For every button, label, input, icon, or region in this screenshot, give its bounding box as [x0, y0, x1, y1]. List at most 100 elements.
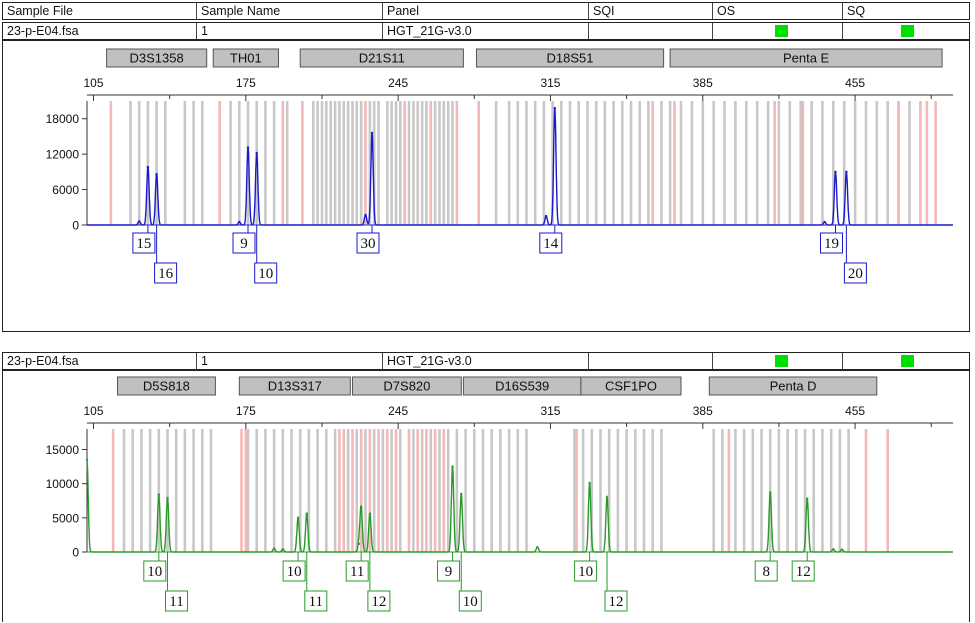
bin-gray — [338, 101, 341, 225]
bin-pink — [673, 101, 676, 225]
bin-pink — [240, 429, 243, 552]
panel-1-sample-row[interactable]: 23-p-E04.fsa 1 HGT_21G-v3.0 — [2, 22, 970, 40]
bin-gray — [551, 101, 554, 225]
bin-gray — [599, 429, 602, 552]
bin-pink — [897, 101, 900, 225]
allele-box — [437, 560, 460, 582]
bin-gray — [634, 429, 637, 552]
bin-gray — [586, 101, 589, 225]
allele-box — [143, 560, 167, 582]
bin-gray — [612, 101, 615, 225]
column-sample-file[interactable]: Sample File — [3, 3, 197, 19]
panel-1-chart[interactable]: D3S1358 TH01 D21S11 D18S51 Penta E 105 175 245 3… — [3, 41, 969, 331]
bin-gray — [838, 429, 842, 552]
x-tick-label: 175 — [236, 76, 256, 90]
locus-box — [580, 376, 682, 396]
allele-label: 9 — [445, 564, 453, 580]
allele-label: 30 — [361, 236, 376, 252]
bin-gray — [157, 429, 161, 552]
sqi-value — [589, 353, 713, 369]
bin-gray — [355, 101, 359, 225]
locus-box — [299, 48, 464, 68]
bin-pink — [111, 429, 115, 552]
bin-pink — [925, 101, 929, 225]
bin-pink — [442, 429, 446, 552]
allele-label: 10 — [463, 594, 478, 610]
bin-gray — [701, 101, 705, 225]
panel-2-sample-row[interactable]: 23-p-E04.fsa 1 HGT_21G-v3.0 — [2, 352, 970, 370]
bin-gray — [372, 429, 376, 552]
allele-label: 12 — [371, 594, 386, 610]
bin-gray — [399, 101, 402, 225]
sample-name-value: 1 — [197, 23, 383, 39]
bin-gray — [810, 101, 813, 225]
bin-gray — [298, 429, 302, 552]
panel-2-chart[interactable]: D5S818 D13S317 D7S820 D16S539 CSF1PO Penta D 1… — [3, 371, 969, 623]
allele-label: 10 — [258, 266, 273, 282]
bin-gray — [272, 429, 276, 552]
bin-gray — [577, 101, 580, 225]
bin-pink — [394, 429, 398, 552]
bin-gray — [766, 101, 770, 225]
peak-apex — [360, 506, 363, 509]
allele-box — [604, 590, 628, 612]
column-sample-name[interactable]: Sample Name — [197, 3, 383, 19]
bin-gray — [446, 101, 450, 225]
locus-box — [106, 48, 208, 68]
bin-pink — [368, 429, 372, 552]
bin-gray — [183, 429, 187, 552]
bin-gray — [166, 429, 169, 552]
column-sq[interactable]: SQ — [847, 4, 866, 18]
bin-gray — [568, 101, 572, 225]
sq-cell — [843, 353, 969, 369]
bin-gray — [329, 101, 332, 225]
bin-gray — [464, 429, 467, 552]
peak-apex — [364, 213, 367, 217]
column-os[interactable]: OS — [713, 3, 843, 19]
locus-label: Penta D — [770, 379, 817, 394]
bin-pink — [575, 429, 578, 552]
bin-gray — [192, 429, 195, 552]
column-sqi[interactable]: SQI — [589, 3, 713, 19]
bin-gray — [803, 429, 807, 552]
column-panel[interactable]: Panel — [383, 3, 589, 19]
bin-gray — [842, 101, 846, 225]
peak-apex — [357, 542, 361, 545]
bin-gray — [425, 101, 428, 225]
x-tick-label: 245 — [388, 404, 408, 418]
allele-label: 10 — [578, 564, 593, 580]
bin-gray — [832, 101, 835, 225]
bin-pink — [403, 101, 406, 225]
allele-box — [232, 232, 256, 254]
locus-label: Penta E — [783, 51, 830, 66]
allele-box — [820, 232, 843, 254]
x-tick-label: 385 — [693, 76, 713, 90]
bin-gray — [734, 101, 737, 225]
peak-apex — [451, 465, 454, 468]
bin-gray — [875, 101, 879, 225]
allele-box — [345, 560, 369, 582]
bin-gray — [433, 101, 437, 225]
peak-apex — [246, 146, 250, 149]
bin-gray — [420, 429, 424, 552]
bin-gray — [174, 429, 178, 552]
bin-gray — [516, 429, 520, 552]
bin-gray — [499, 429, 502, 552]
sq-status-indicator — [901, 355, 914, 367]
bin-pink — [934, 101, 937, 225]
bin-gray — [507, 101, 511, 225]
bin-gray — [238, 101, 241, 225]
sample-file-value: 23-p-E04.fsa — [3, 353, 197, 369]
bin-gray — [621, 101, 624, 225]
sq-status-indicator — [901, 25, 914, 37]
allele-box — [458, 590, 482, 612]
x-tick-label: 455 — [845, 76, 865, 90]
peak-apex — [832, 548, 835, 551]
bin-gray — [381, 429, 385, 552]
peak-apex — [553, 106, 556, 110]
bin-gray — [333, 101, 337, 225]
bin-gray — [390, 101, 393, 225]
bin-gray — [246, 101, 250, 225]
bin-gray — [412, 101, 415, 225]
bin-pink — [218, 101, 221, 225]
